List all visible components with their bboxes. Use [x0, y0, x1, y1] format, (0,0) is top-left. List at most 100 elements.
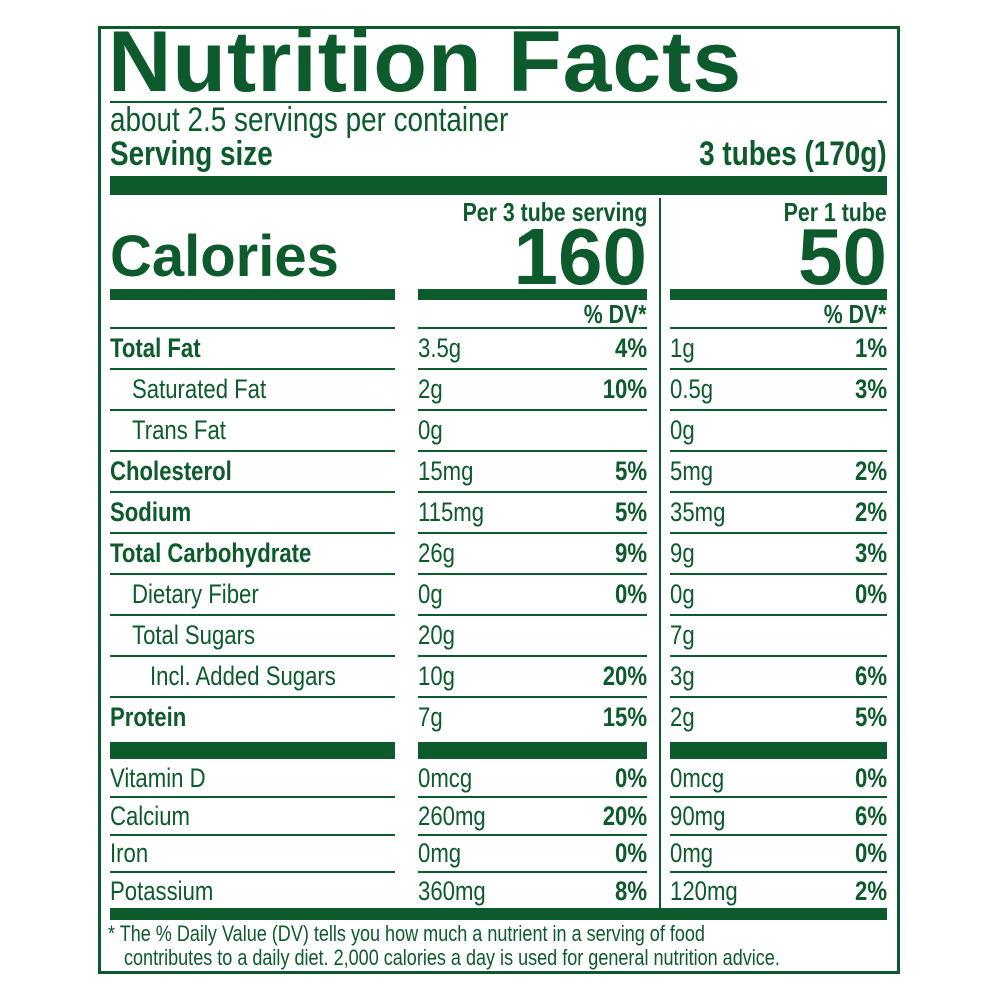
amount-per-serving: 0mcg	[418, 763, 473, 793]
row-divider	[418, 871, 647, 873]
row-divider	[110, 871, 395, 873]
title-divider	[110, 101, 887, 103]
dv-per-tube: 6%	[854, 800, 887, 831]
serving-size-value: 3 tubes (170g)	[699, 135, 887, 173]
amount-per-serving: 3.5g	[418, 333, 462, 363]
amount-per-tube: 5mg	[670, 456, 714, 486]
nutrient-name: Cholesterol	[110, 456, 232, 486]
row-divider	[670, 871, 887, 873]
dv-per-serving: 9%	[614, 538, 647, 568]
calories-per-tube: 50	[798, 212, 887, 301]
row-divider	[110, 532, 395, 534]
amount-per-tube: 9g	[670, 538, 695, 568]
amount-per-serving: 10g	[418, 661, 455, 691]
row-divider	[418, 409, 647, 411]
row-divider	[110, 796, 395, 798]
nutrient-name: Total Fat	[110, 333, 201, 363]
row-divider	[110, 491, 395, 493]
dv-per-serving: 10%	[602, 374, 647, 404]
amount-per-serving: 26g	[418, 538, 455, 568]
row-divider	[418, 696, 647, 698]
nutrient-name: Iron	[110, 838, 149, 868]
amount-per-serving: 0mg	[418, 838, 462, 868]
calories-divider-mid	[418, 289, 647, 300]
nutrient-name: Potassium	[110, 875, 214, 906]
calories-per-serving: 160	[513, 212, 647, 301]
calories-divider-right	[670, 289, 887, 300]
row-divider	[418, 327, 647, 329]
dv-header-tube: % DV*	[824, 299, 887, 329]
nutrient-name: Calcium	[110, 800, 190, 831]
row-divider	[670, 655, 887, 657]
dv-per-tube: 3%	[854, 538, 887, 568]
nutrient-name: Trans Fat	[132, 415, 226, 445]
amount-per-serving: 0g	[418, 415, 443, 445]
amount-per-tube: 35mg	[670, 497, 726, 527]
dv-per-tube: 2%	[854, 456, 887, 486]
thick-divider-top	[110, 176, 887, 195]
dv-per-tube: 0%	[854, 763, 887, 793]
row-divider	[110, 655, 395, 657]
row-divider	[670, 696, 887, 698]
nutrient-name: Incl. Added Sugars	[150, 661, 336, 691]
amount-per-tube: 2g	[670, 702, 695, 732]
row-divider	[670, 614, 887, 616]
row-divider	[418, 450, 647, 452]
dv-per-serving: 20%	[602, 800, 647, 831]
amount-per-serving: 20g	[418, 620, 455, 650]
amount-per-tube: 1g	[670, 333, 695, 363]
row-divider	[670, 327, 887, 329]
row-divider	[418, 614, 647, 616]
serving-size-label: Serving size	[110, 135, 273, 173]
amount-per-tube: 0mcg	[670, 763, 725, 793]
servings-per-container: about 2.5 servings per container	[110, 101, 509, 139]
vitamin-divider-right	[670, 742, 887, 759]
row-divider	[670, 368, 887, 370]
nutrient-name: Total Sugars	[132, 620, 256, 650]
footnote-line-1: * The % Daily Value (DV) tells you how m…	[108, 921, 705, 946]
amount-per-tube: 0g	[670, 415, 695, 445]
column-header-tube: Per 1 tube	[783, 197, 887, 227]
amount-per-serving: 115mg	[418, 497, 485, 527]
row-divider	[110, 368, 395, 370]
row-divider	[418, 532, 647, 534]
row-divider	[670, 796, 887, 798]
row-divider	[110, 573, 395, 575]
row-divider	[110, 409, 395, 411]
row-divider	[670, 450, 887, 452]
dv-per-serving: 4%	[614, 333, 647, 363]
amount-per-tube: 0g	[670, 579, 695, 609]
row-divider	[110, 614, 395, 616]
row-divider	[418, 368, 647, 370]
amount-per-serving: 0g	[418, 579, 443, 609]
calories-label: Calories	[110, 224, 339, 289]
row-divider	[670, 833, 887, 836]
label-title: Nutrition Facts	[108, 14, 743, 110]
row-divider	[418, 833, 647, 836]
dv-per-tube: 5%	[854, 702, 887, 732]
dv-header-serving: % DV*	[584, 299, 647, 329]
footnote-line-2: contributes to a daily diet. 2,000 calor…	[124, 945, 780, 970]
nutrition-label-border	[98, 26, 900, 974]
amount-per-tube: 7g	[670, 620, 695, 650]
dv-per-tube: 6%	[854, 661, 887, 691]
dv-per-serving: 5%	[614, 456, 647, 486]
nutrient-name: Total Carbohydrate	[110, 538, 312, 568]
dv-per-tube: 1%	[854, 333, 887, 363]
dv-per-tube: 3%	[854, 374, 887, 404]
dv-per-serving: 0%	[614, 838, 647, 868]
row-divider	[670, 491, 887, 493]
column-header-serving: Per 3 tube serving	[462, 197, 647, 227]
nutrient-name: Dietary Fiber	[132, 579, 259, 609]
amount-per-tube: 0.5g	[670, 374, 714, 404]
row-divider	[110, 327, 395, 329]
row-divider	[418, 573, 647, 575]
amount-per-serving: 15mg	[418, 456, 474, 486]
nutrient-name: Saturated Fat	[132, 374, 267, 404]
row-divider	[418, 796, 647, 798]
row-divider	[670, 532, 887, 534]
row-divider	[418, 655, 647, 657]
dv-per-tube: 0%	[854, 579, 887, 609]
nutrient-name: Vitamin D	[110, 763, 206, 793]
dv-per-serving: 5%	[614, 497, 647, 527]
